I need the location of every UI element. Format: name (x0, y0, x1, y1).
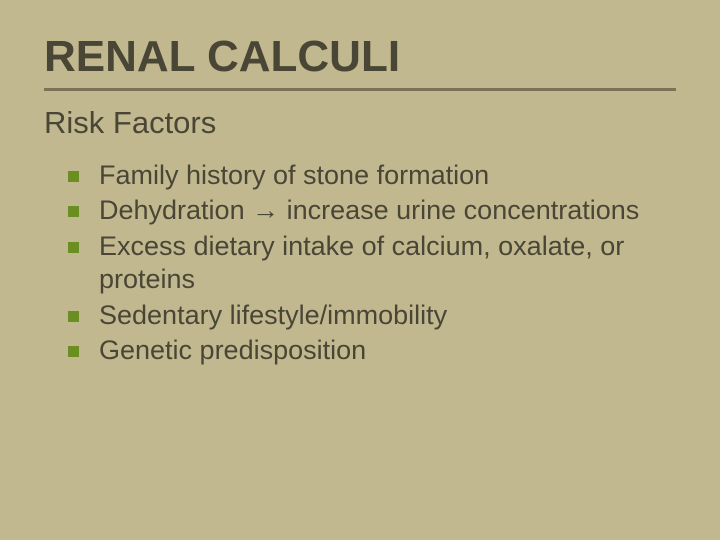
list-item: Dehydration → increase urine concentrati… (68, 194, 676, 227)
list-item: Sedentary lifestyle/immobility (68, 299, 676, 332)
square-bullet-icon (68, 311, 79, 322)
list-item: Genetic predisposition (68, 334, 676, 367)
slide-title: RENAL CALCULI (44, 32, 676, 82)
list-item: Family history of stone formation (68, 159, 676, 192)
bullet-list: Family history of stone formation Dehydr… (44, 159, 676, 368)
square-bullet-icon (68, 346, 79, 357)
square-bullet-icon (68, 171, 79, 182)
list-item: Excess dietary intake of calcium, oxalat… (68, 230, 676, 297)
slide-subtitle: Risk Factors (44, 105, 676, 141)
list-item-text: Genetic predisposition (99, 334, 676, 367)
list-item-text: Family history of stone formation (99, 159, 676, 192)
list-item-text: Dehydration → increase urine concentrati… (99, 194, 676, 227)
list-item-text: Sedentary lifestyle/immobility (99, 299, 676, 332)
square-bullet-icon (68, 206, 79, 217)
square-bullet-icon (68, 242, 79, 253)
title-underline (44, 88, 676, 91)
list-item-text: Excess dietary intake of calcium, oxalat… (99, 230, 676, 297)
